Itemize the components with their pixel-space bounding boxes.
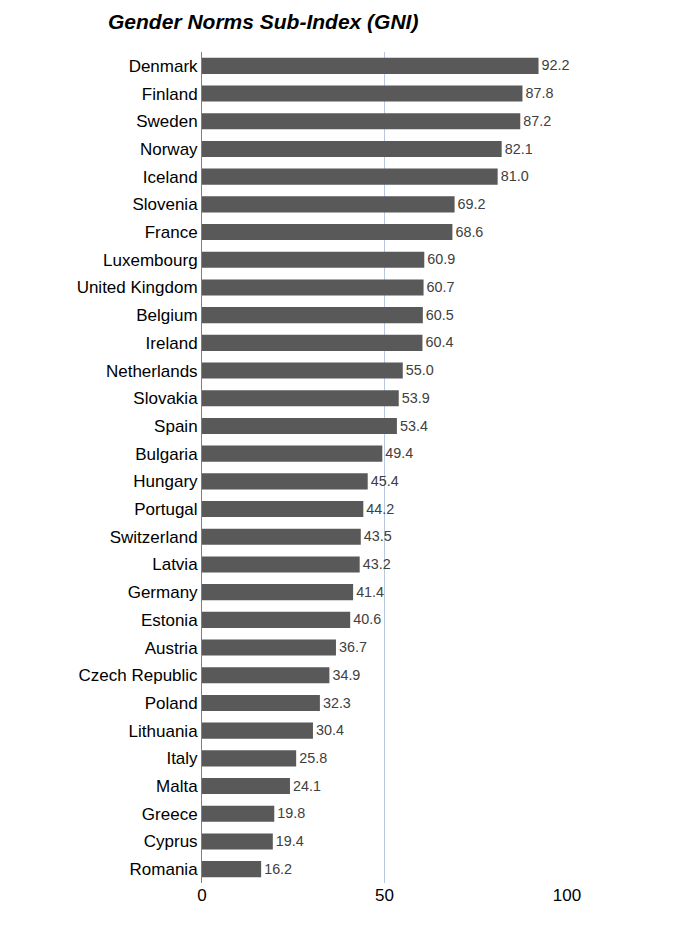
svg-text:Italy: Italy bbox=[166, 749, 198, 768]
svg-text:Czech Republic: Czech Republic bbox=[79, 666, 199, 685]
svg-text:Greece: Greece bbox=[142, 805, 198, 824]
svg-text:82.1: 82.1 bbox=[505, 141, 533, 157]
svg-text:Ireland: Ireland bbox=[146, 334, 198, 353]
svg-text:16.2: 16.2 bbox=[264, 861, 292, 877]
svg-text:43.2: 43.2 bbox=[363, 556, 391, 572]
svg-text:25.8: 25.8 bbox=[299, 750, 327, 766]
svg-text:Lithuania: Lithuania bbox=[129, 722, 199, 741]
svg-text:Gender Norms Sub-Index (GNI): Gender Norms Sub-Index (GNI) bbox=[108, 10, 418, 33]
svg-text:Hungary: Hungary bbox=[133, 472, 198, 491]
svg-text:60.5: 60.5 bbox=[426, 307, 454, 323]
svg-text:Finland: Finland bbox=[142, 85, 198, 104]
svg-text:Austria: Austria bbox=[145, 639, 198, 658]
svg-text:0: 0 bbox=[197, 886, 206, 905]
svg-text:49.4: 49.4 bbox=[385, 445, 413, 461]
svg-text:34.9: 34.9 bbox=[332, 667, 360, 683]
svg-text:24.1: 24.1 bbox=[293, 778, 321, 794]
svg-text:Bulgaria: Bulgaria bbox=[135, 445, 198, 464]
svg-text:Germany: Germany bbox=[128, 583, 198, 602]
svg-text:55.0: 55.0 bbox=[406, 362, 434, 378]
svg-text:81.0: 81.0 bbox=[501, 168, 529, 184]
svg-text:Cyprus: Cyprus bbox=[144, 832, 198, 851]
svg-text:87.2: 87.2 bbox=[523, 113, 551, 129]
svg-text:Portugal: Portugal bbox=[134, 500, 197, 519]
svg-text:92.2: 92.2 bbox=[542, 57, 570, 73]
svg-text:Estonia: Estonia bbox=[141, 611, 198, 630]
svg-text:United Kingdom: United Kingdom bbox=[77, 278, 198, 297]
svg-text:Belgium: Belgium bbox=[136, 306, 197, 325]
svg-text:68.6: 68.6 bbox=[455, 224, 483, 240]
svg-text:53.4: 53.4 bbox=[400, 418, 428, 434]
svg-text:19.4: 19.4 bbox=[276, 833, 304, 849]
svg-text:50: 50 bbox=[375, 886, 394, 905]
svg-text:France: France bbox=[145, 223, 198, 242]
svg-text:87.8: 87.8 bbox=[525, 85, 553, 101]
svg-text:69.2: 69.2 bbox=[458, 196, 486, 212]
svg-text:30.4: 30.4 bbox=[316, 722, 344, 738]
svg-text:60.9: 60.9 bbox=[427, 251, 455, 267]
svg-text:Slovakia: Slovakia bbox=[133, 389, 198, 408]
svg-text:41.4: 41.4 bbox=[356, 584, 384, 600]
svg-text:100: 100 bbox=[553, 886, 581, 905]
svg-text:45.4: 45.4 bbox=[371, 473, 399, 489]
svg-text:Poland: Poland bbox=[145, 694, 198, 713]
svg-text:Norway: Norway bbox=[140, 140, 198, 159]
svg-text:Latvia: Latvia bbox=[152, 555, 198, 574]
svg-text:32.3: 32.3 bbox=[323, 695, 351, 711]
svg-text:44.2: 44.2 bbox=[366, 501, 394, 517]
svg-text:60.4: 60.4 bbox=[425, 334, 453, 350]
svg-text:Spain: Spain bbox=[154, 417, 197, 436]
svg-text:Iceland: Iceland bbox=[143, 168, 198, 187]
svg-text:Luxembourg: Luxembourg bbox=[103, 251, 198, 270]
svg-text:Malta: Malta bbox=[156, 777, 198, 796]
svg-text:53.9: 53.9 bbox=[402, 390, 430, 406]
svg-text:Netherlands: Netherlands bbox=[106, 362, 198, 381]
svg-text:19.8: 19.8 bbox=[277, 805, 305, 821]
svg-text:36.7: 36.7 bbox=[339, 639, 367, 655]
svg-text:Slovenia: Slovenia bbox=[132, 195, 198, 214]
svg-text:40.6: 40.6 bbox=[353, 611, 381, 627]
svg-text:60.7: 60.7 bbox=[427, 279, 455, 295]
svg-text:43.5: 43.5 bbox=[364, 528, 392, 544]
svg-text:Switzerland: Switzerland bbox=[110, 528, 198, 547]
svg-text:Romania: Romania bbox=[130, 860, 199, 879]
svg-text:Sweden: Sweden bbox=[136, 112, 197, 131]
svg-text:Denmark: Denmark bbox=[129, 57, 198, 76]
